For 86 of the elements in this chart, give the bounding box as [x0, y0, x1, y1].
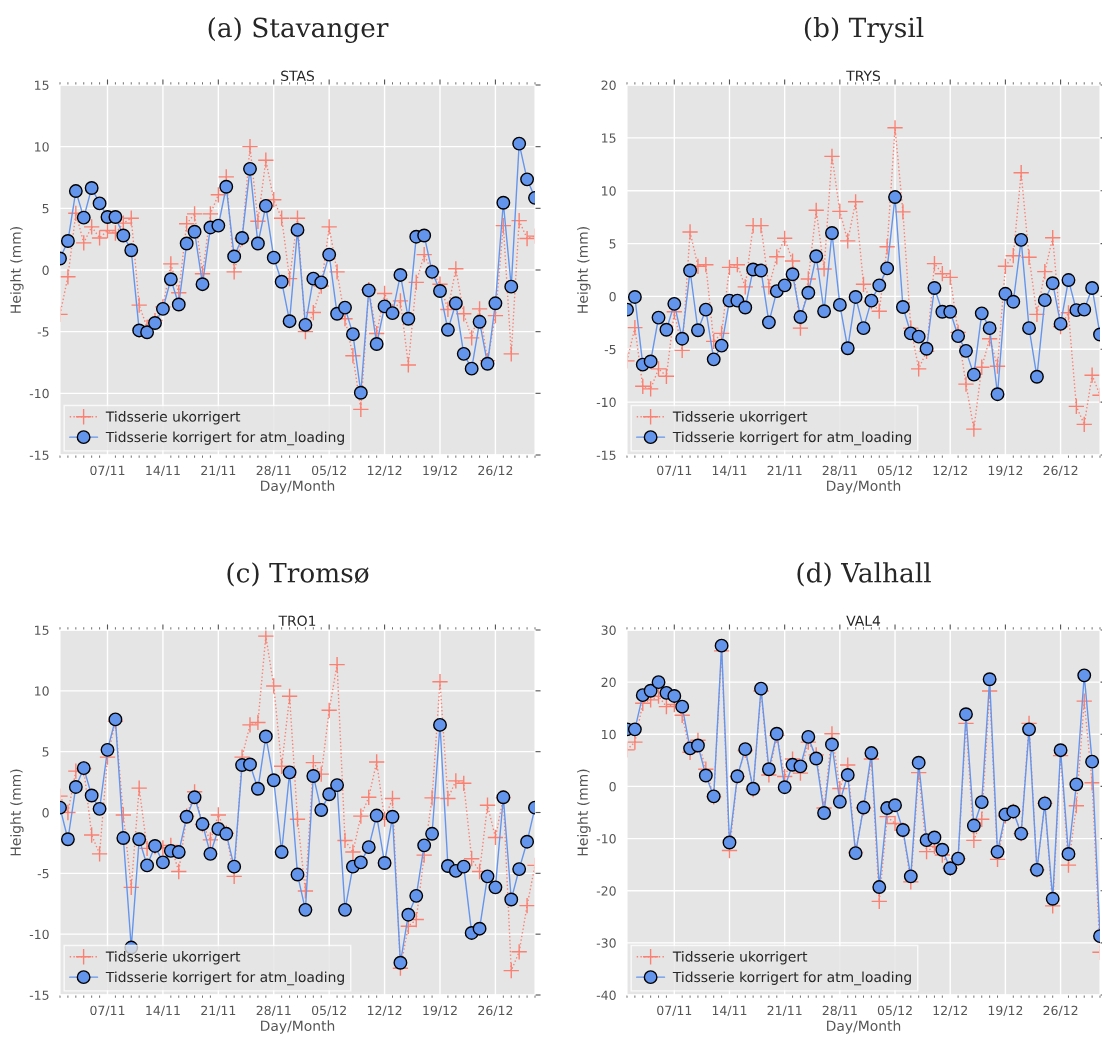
chart-title: STAS	[281, 70, 314, 82]
legend-label: Tidsserie korrigert for atm_loading	[105, 431, 344, 446]
y-tick-label: 0	[42, 265, 49, 275]
chart-subtitle: (a) Stavanger	[208, 17, 389, 43]
chart-subtitle: (c) Tromsø	[227, 562, 369, 587]
x-tick-label: 26/12	[478, 465, 513, 477]
legend-label: Tidsserie korrigert for atm_loading	[672, 971, 911, 986]
legend-label: Tidsserie ukorrigert	[672, 951, 808, 965]
x-tick-label: 07/11	[657, 1005, 692, 1017]
y-tick-label: 15	[35, 80, 49, 90]
x-tick-label: 05/12	[877, 465, 912, 477]
y-tick-label: 0	[609, 781, 616, 792]
y-tick-label: 10	[35, 142, 49, 152]
x-tick-label: 14/11	[146, 465, 180, 477]
x-tick-label: 07/11	[657, 465, 692, 477]
y-tick-label: -30	[596, 938, 616, 948]
x-tick-label: 05/12	[311, 465, 346, 477]
x-tick-label: 12/12	[367, 465, 402, 477]
x-axis-title: Day/Month	[827, 1020, 901, 1034]
x-tick-label: 14/11	[712, 465, 747, 477]
y-tick-label: 10	[602, 729, 616, 740]
x-tick-label: 07/11	[90, 465, 125, 477]
y-tick-label: 5	[42, 747, 49, 757]
y-tick-label: -10	[29, 388, 49, 399]
x-tick-label: 28/11	[256, 465, 291, 477]
x-tick-label: 28/11	[822, 465, 857, 477]
x-tick-label: 26/12	[478, 1005, 513, 1017]
x-tick-label: 14/11	[712, 1005, 747, 1017]
y-tick-label: 5	[42, 203, 49, 214]
x-tick-label: 12/12	[367, 1005, 402, 1017]
chart-title: VAL4	[846, 615, 881, 626]
y-tick-label: 15	[35, 625, 49, 635]
y-tick-label: -15	[29, 450, 49, 460]
chart-subtitle: (d) Valhall	[797, 562, 931, 587]
y-tick-label: -5	[604, 344, 616, 355]
x-tick-label: 28/11	[822, 1005, 857, 1017]
x-axis-title: Day/Month	[261, 480, 335, 494]
y-tick-label: 0	[609, 291, 616, 302]
x-tick-label: 26/12	[1043, 465, 1078, 477]
y-tick-label: -10	[596, 834, 616, 844]
legend-label: Tidsserie korrigert for atm_loading	[672, 431, 911, 446]
y-tick-label: -5	[37, 868, 49, 879]
x-tick-label: 26/12	[1043, 1005, 1078, 1017]
chart-subtitle: (b) Trysil	[804, 17, 924, 43]
x-tick-label: 28/11	[256, 1005, 291, 1017]
x-axis-title: Day/Month	[261, 1020, 335, 1034]
y-tick-label: -20	[596, 886, 616, 896]
chart-title: TRYS	[846, 70, 880, 82]
x-tick-label: 19/12	[988, 1005, 1023, 1017]
y-tick-label: 20	[601, 80, 616, 90]
x-tick-label: 19/12	[423, 465, 457, 477]
y-tick-label: -15	[596, 450, 616, 460]
legend-label: Tidsserie ukorrigert	[672, 411, 808, 425]
x-tick-label: 05/12	[877, 1005, 912, 1017]
x-tick-label: 05/12	[311, 1005, 346, 1017]
y-tick-label: 10	[602, 186, 616, 196]
y-tick-label: -40	[596, 990, 616, 1000]
legend-label: Tidsserie ukorrigert	[105, 951, 241, 965]
y-axis-title: Height (mm)	[577, 227, 591, 313]
y-tick-label: -15	[29, 990, 49, 1000]
legend-label: Tidsserie ukorrigert	[105, 411, 241, 425]
x-tick-label: 19/12	[988, 465, 1023, 477]
x-axis-title: Day/Month	[827, 480, 901, 494]
y-tick-label: 0	[42, 807, 49, 818]
x-tick-label: 12/12	[933, 1005, 967, 1017]
y-tick-label: -5	[37, 327, 49, 337]
y-tick-label: 30	[601, 625, 616, 635]
legend-label: Tidsserie korrigert for atm_loading	[105, 971, 344, 986]
y-axis-title: Height (mm)	[10, 769, 24, 856]
x-tick-label: 14/11	[146, 1005, 180, 1017]
y-tick-label: 10	[35, 686, 49, 696]
y-tick-label: 5	[609, 239, 616, 249]
chart-title: TRO1	[278, 615, 316, 627]
x-tick-label: 21/11	[767, 1005, 802, 1017]
y-tick-label: 20	[601, 677, 616, 688]
y-axis-title: Height (mm)	[10, 227, 24, 313]
y-axis-title: Height (mm)	[577, 769, 591, 856]
x-tick-label: 19/12	[423, 1005, 457, 1017]
x-tick-label: 07/11	[90, 1005, 125, 1017]
x-tick-label: 21/11	[201, 1005, 236, 1017]
x-tick-label: 12/12	[933, 465, 967, 477]
x-tick-label: 21/11	[201, 465, 236, 477]
y-tick-label: 15	[602, 133, 616, 143]
x-tick-label: 21/11	[767, 465, 802, 477]
y-tick-label: -10	[596, 397, 616, 408]
y-tick-label: -10	[29, 929, 49, 940]
